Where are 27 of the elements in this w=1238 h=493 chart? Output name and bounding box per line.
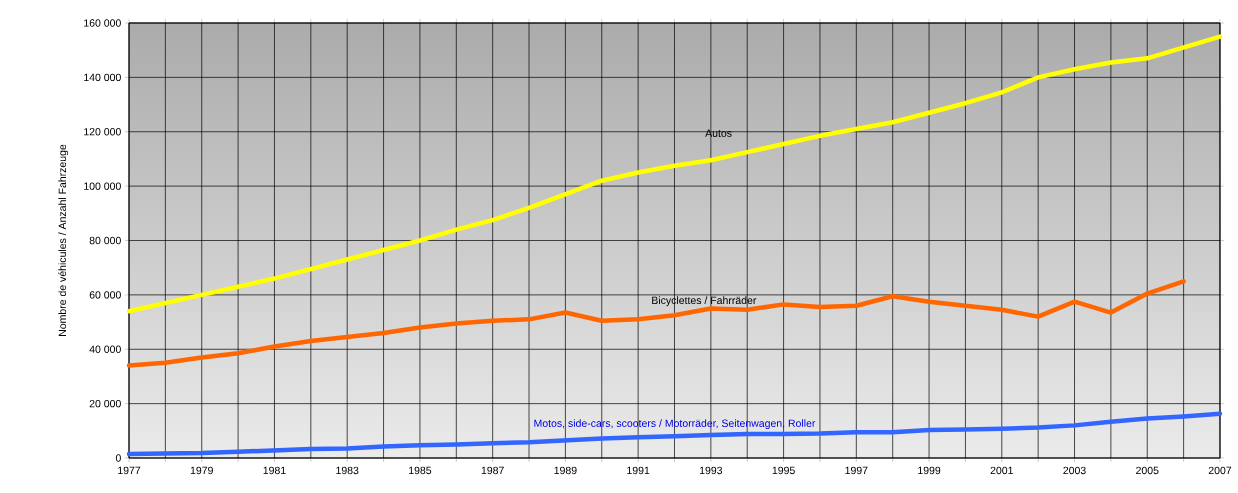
- y-tick-label: 80 000: [89, 236, 121, 245]
- y-tick-label: 0: [115, 454, 121, 462]
- x-tick-label: 1977: [118, 466, 141, 475]
- y-tick-label: 100 000: [84, 182, 121, 190]
- x-tick-label: 1981: [263, 466, 286, 475]
- y-tick-label: 160 000: [84, 19, 121, 27]
- y-tick-label: 60 000: [89, 291, 121, 299]
- y-tick-label: 120 000: [84, 128, 121, 136]
- x-tick-label: 1989: [554, 466, 577, 475]
- series-label: Autos: [705, 129, 732, 137]
- x-tick-label: 1987: [481, 466, 504, 475]
- y-tick-label: 140 000: [84, 73, 121, 82]
- x-tick-label: 2003: [1063, 466, 1086, 475]
- x-tick-label: 2007: [1208, 466, 1232, 475]
- y-tick-label: 20 000: [89, 399, 121, 408]
- x-tick-label: 1999: [918, 466, 941, 475]
- x-tick-label: 1983: [336, 466, 359, 475]
- x-tick-label: 1997: [845, 466, 868, 475]
- x-tick-label: 1985: [409, 466, 432, 475]
- x-tick-label: 1979: [190, 466, 213, 475]
- y-tick-label: 40 000: [89, 345, 121, 353]
- x-tick-label: 1993: [699, 466, 723, 475]
- x-tick-label: 2005: [1136, 466, 1159, 475]
- y-axis-title: Nombre de véhicules / Anzahl Fahrzeuge: [58, 144, 69, 336]
- x-tick-label: 1991: [627, 466, 650, 475]
- x-tick-label: 2001: [990, 466, 1013, 475]
- x-tick-label: 1995: [772, 466, 795, 475]
